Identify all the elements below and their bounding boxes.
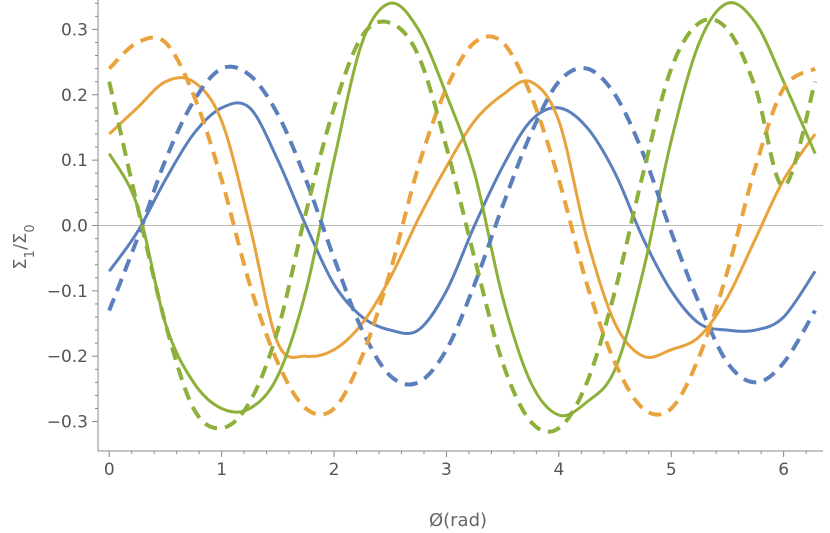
- y-axis-title-main: Σ: [10, 258, 31, 269]
- y-axis-title: Σ1/Σ0: [10, 224, 38, 269]
- series-line-6-dashed: [107, 17, 818, 434]
- series-line-3-solid: [107, 1, 817, 418]
- x-tick-label: 1: [216, 460, 227, 480]
- y-axis-ticks: −0.3 −0.2 −0.1 0.0 0.1 0.2 0.3: [47, 2, 98, 433]
- x-tick-label: 2: [329, 460, 340, 480]
- x-tick-label: 0: [104, 460, 115, 480]
- y-tick-label: −0.1: [47, 282, 88, 302]
- series-line-4-dashed: [107, 64, 817, 387]
- y-axis-title-slash: /Σ: [10, 233, 31, 250]
- y-tick-label: 0.1: [61, 151, 88, 171]
- series-line-2-solid: [108, 76, 817, 359]
- y-tick-label: −0.3: [47, 413, 88, 433]
- series-line-1-solid: [108, 101, 817, 336]
- series-layer: [107, 1, 818, 434]
- x-tick-label: 5: [666, 460, 677, 480]
- y-tick-label: 0.2: [61, 86, 88, 106]
- series-line-5-dashed: [107, 34, 817, 417]
- x-tick-label: 6: [778, 460, 789, 480]
- x-tick-label: 3: [441, 460, 452, 480]
- x-axis-title: Ø(rad): [429, 510, 487, 531]
- y-axis-title-sub1: 1: [23, 250, 38, 258]
- x-tick-label: 4: [553, 460, 564, 480]
- y-tick-label: 0.0: [61, 217, 88, 237]
- x-axis-ticks: 0 1 2 3 4 5 6: [104, 451, 807, 480]
- y-axis-title-sub2: 0: [23, 224, 38, 232]
- y-tick-label: −0.2: [47, 347, 88, 367]
- y-tick-label: 0.3: [61, 20, 88, 40]
